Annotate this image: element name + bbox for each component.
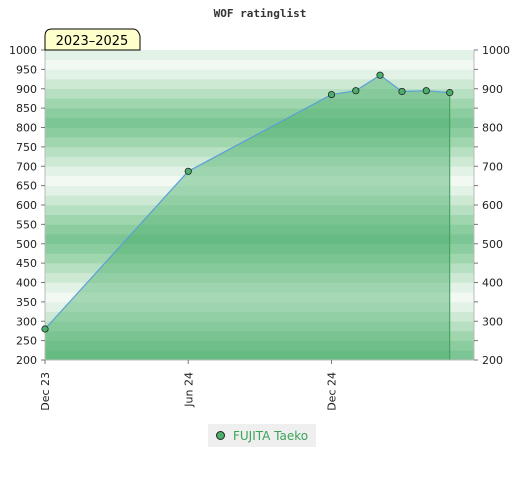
data-point (398, 87, 406, 96)
background-band (45, 195, 474, 206)
y-tick-label-left: 350 (16, 296, 37, 309)
y-tick-label-right: 500 (482, 238, 503, 251)
background-band (45, 272, 474, 283)
background-band (45, 98, 474, 109)
y-tick-label-left: 650 (16, 180, 37, 193)
background-band (45, 321, 474, 332)
background-band (45, 234, 474, 245)
background-band (45, 79, 474, 90)
y-tick-label-left: 600 (16, 199, 37, 212)
background-band (45, 224, 474, 235)
period-badge: 2023–2025 (44, 28, 141, 51)
y-axis-left: 200 250 300 350 400 450 500 550 600 650 700 750 800 8… (9, 44, 46, 367)
x-axis: Dec 23 Jun 24 Dec 24 (39, 359, 474, 411)
y-tick-label-right: 300 (482, 315, 503, 328)
period-badge-label: 2023–2025 (56, 34, 129, 49)
series-area (45, 75, 450, 360)
background-band (45, 253, 474, 264)
background-band (45, 282, 474, 293)
y-tick-label-right: 700 (482, 160, 503, 173)
data-points (41, 71, 454, 333)
series-line (44, 74, 450, 330)
chart-title: WOF ratinglist (214, 7, 307, 20)
y-tick-label-right: 1000 (482, 44, 510, 57)
y-tick-label-left: 200 (16, 354, 37, 367)
data-point (41, 325, 49, 333)
background-band (45, 301, 474, 312)
y-tick-label-left: 400 (16, 277, 37, 290)
background-band (45, 69, 474, 80)
background-band (45, 166, 474, 177)
background-band (45, 117, 474, 128)
y-tick-label-left: 900 (16, 83, 37, 96)
background-band (45, 175, 474, 186)
y-tick-label-right: 900 (482, 83, 503, 96)
y-tick-label-left: 1000 (9, 44, 37, 57)
background-band (45, 243, 474, 254)
y-tick-label-left: 850 (16, 102, 37, 115)
background-band (45, 50, 474, 60)
background-bands (45, 50, 474, 361)
background-band (45, 88, 474, 99)
background-band (45, 340, 474, 351)
background-band (45, 137, 474, 148)
y-tick-label-left: 450 (16, 257, 37, 270)
y-tick-label-left: 250 (16, 335, 37, 348)
data-point (184, 167, 192, 175)
y-tick-label-right: 800 (482, 122, 503, 135)
y-tick-label-left: 300 (16, 315, 37, 328)
background-band (45, 350, 474, 361)
y-tick-label-right: 200 (482, 354, 503, 367)
data-point (352, 87, 360, 95)
y-axis-right: 200 300 400 500 600 700 800 900 1000 (473, 44, 510, 367)
y-tick-label-left: 800 (16, 122, 37, 135)
background-band (45, 156, 474, 167)
legend-label: FUJITA Taeko (233, 428, 309, 443)
y-tick-label-right: 600 (482, 199, 503, 212)
data-point (376, 71, 384, 79)
y-tick-label-left: 550 (16, 218, 37, 231)
background-band (45, 108, 474, 119)
background-band (45, 185, 474, 196)
background-band (45, 330, 474, 341)
legend: FUJITA Taeko (208, 424, 317, 447)
x-tick-label: Dec 24 (326, 372, 339, 411)
data-point (327, 90, 336, 99)
x-tick-label: Dec 23 (39, 372, 52, 411)
data-point (422, 87, 430, 95)
background-band (45, 263, 474, 274)
y-tick-label-left: 500 (16, 238, 37, 251)
background-band (45, 59, 474, 70)
y-tick-label-right: 400 (482, 277, 503, 290)
y-tick-label-left: 700 (16, 160, 37, 173)
y-tick-label-left: 750 (16, 141, 37, 154)
data-point (446, 89, 454, 97)
background-band (45, 311, 474, 322)
background-band (45, 205, 474, 215)
background-band (45, 214, 474, 225)
x-tick-label: Jun 24 (182, 372, 195, 408)
background-band (45, 292, 474, 303)
legend-marker-icon (216, 431, 225, 440)
y-tick-label-left: 950 (16, 63, 37, 76)
background-band (45, 146, 474, 157)
